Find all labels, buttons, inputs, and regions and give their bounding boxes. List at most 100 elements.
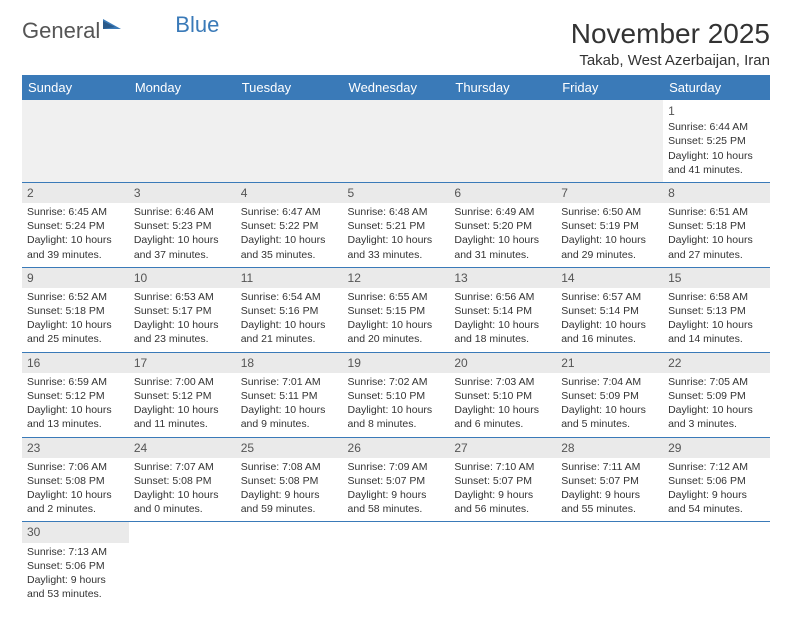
- daylight-text: Daylight: 10 hours and 33 minutes.: [348, 233, 445, 261]
- sunset-text: Sunset: 5:12 PM: [27, 389, 124, 403]
- calendar-week: 16Sunrise: 6:59 AMSunset: 5:12 PMDayligh…: [22, 352, 770, 437]
- sunrise-text: Sunrise: 7:08 AM: [241, 460, 338, 474]
- sunset-text: Sunset: 5:06 PM: [27, 559, 124, 573]
- sunset-text: Sunset: 5:08 PM: [241, 474, 338, 488]
- calendar-cell: [556, 100, 663, 182]
- location: Takab, West Azerbaijan, Iran: [571, 52, 770, 69]
- sunrise-text: Sunrise: 6:59 AM: [27, 375, 124, 389]
- sunrise-text: Sunrise: 6:55 AM: [348, 290, 445, 304]
- day-number: 5: [343, 183, 450, 203]
- day-number: 10: [129, 268, 236, 288]
- sunset-text: Sunset: 5:12 PM: [134, 389, 231, 403]
- sunrise-text: Sunrise: 7:07 AM: [134, 460, 231, 474]
- calendar-cell: 10 Sunrise: 6:53 AMSunset: 5:17 PMDayligh…: [129, 267, 236, 352]
- day-number: 2: [22, 183, 129, 203]
- calendar-cell: 29Sunrise: 7:12 AMSunset: 5:06 PMDayligh…: [663, 437, 770, 522]
- day-number: 13: [449, 268, 556, 288]
- calendar-cell: 6Sunrise: 6:49 AMSunset: 5:20 PMDaylight…: [449, 182, 556, 267]
- calendar-cell: [129, 100, 236, 182]
- calendar-cell: 8Sunrise: 6:51 AMSunset: 5:18 PMDaylight…: [663, 182, 770, 267]
- day-number: 15: [663, 268, 770, 288]
- calendar-cell: 28Sunrise: 7:11 AMSunset: 5:07 PMDayligh…: [556, 437, 663, 522]
- day-number: 26: [343, 438, 450, 458]
- day-number: 22: [663, 353, 770, 373]
- calendar-cell: 14Sunrise: 6:57 AMSunset: 5:14 PMDayligh…: [556, 267, 663, 352]
- daylight-text: Daylight: 10 hours and 16 minutes.: [561, 318, 658, 346]
- sunrise-text: Sunrise: 7:05 AM: [668, 375, 765, 389]
- calendar-cell: 19Sunrise: 7:02 AMSunset: 5:10 PMDayligh…: [343, 352, 450, 437]
- day-number: 24: [129, 438, 236, 458]
- sunset-text: Sunset: 5:10 PM: [454, 389, 551, 403]
- title-block: November 2025 Takab, West Azerbaijan, Ir…: [571, 18, 770, 69]
- calendar-cell: 4 Sunrise: 6:47 AMSunset: 5:22 PMDaylight…: [236, 182, 343, 267]
- daylight-text: Daylight: 10 hours and 18 minutes.: [454, 318, 551, 346]
- daylight-text: Daylight: 10 hours and 5 minutes.: [561, 403, 658, 431]
- calendar-cell: [129, 522, 236, 606]
- sunset-text: Sunset: 5:09 PM: [561, 389, 658, 403]
- sunrise-text: Sunrise: 6:46 AM: [134, 205, 231, 219]
- weekday-header: Thursday: [449, 75, 556, 100]
- sunset-text: Sunset: 5:21 PM: [348, 219, 445, 233]
- calendar-cell: 9Sunrise: 6:52 AMSunset: 5:18 PMDaylight…: [22, 267, 129, 352]
- sunset-text: Sunset: 5:13 PM: [668, 304, 765, 318]
- calendar-cell: 25Sunrise: 7:08 AMSunset: 5:08 PMDayligh…: [236, 437, 343, 522]
- sunrise-text: Sunrise: 7:02 AM: [348, 375, 445, 389]
- weekday-header: Friday: [556, 75, 663, 100]
- calendar-cell: 26Sunrise: 7:09 AMSunset: 5:07 PMDayligh…: [343, 437, 450, 522]
- sunset-text: Sunset: 5:09 PM: [668, 389, 765, 403]
- day-number: 27: [449, 438, 556, 458]
- daylight-text: Daylight: 10 hours and 21 minutes.: [241, 318, 338, 346]
- calendar-cell: 21Sunrise: 7:04 AMSunset: 5:09 PMDayligh…: [556, 352, 663, 437]
- day-number: 3: [129, 183, 236, 203]
- daylight-text: Daylight: 10 hours and 0 minutes.: [134, 488, 231, 516]
- day-number: 9: [22, 268, 129, 288]
- sunset-text: Sunset: 5:16 PM: [241, 304, 338, 318]
- daylight-text: Daylight: 10 hours and 27 minutes.: [668, 233, 765, 261]
- daylight-text: Daylight: 10 hours and 35 minutes.: [241, 233, 338, 261]
- calendar-cell: [22, 100, 129, 182]
- calendar-cell: 2Sunrise: 6:45 AMSunset: 5:24 PMDaylight…: [22, 182, 129, 267]
- sunrise-text: Sunrise: 6:48 AM: [348, 205, 445, 219]
- day-number: 16: [22, 353, 129, 373]
- sunrise-text: Sunrise: 7:09 AM: [348, 460, 445, 474]
- day-number: 17: [129, 353, 236, 373]
- daylight-text: Daylight: 10 hours and 2 minutes.: [27, 488, 124, 516]
- day-number: 4: [236, 183, 343, 203]
- sunset-text: Sunset: 5:14 PM: [454, 304, 551, 318]
- sunset-text: Sunset: 5:10 PM: [348, 389, 445, 403]
- sunset-text: Sunset: 5:22 PM: [241, 219, 338, 233]
- calendar-week: 2Sunrise: 6:45 AMSunset: 5:24 PMDaylight…: [22, 182, 770, 267]
- calendar-cell: 17Sunrise: 7:00 AMSunset: 5:12 PMDayligh…: [129, 352, 236, 437]
- calendar-cell: [343, 100, 450, 182]
- daylight-text: Daylight: 10 hours and 23 minutes.: [134, 318, 231, 346]
- header: General Blue November 2025 Takab, West A…: [22, 18, 770, 69]
- day-number: 8: [663, 183, 770, 203]
- sunrise-text: Sunrise: 7:04 AM: [561, 375, 658, 389]
- sunset-text: Sunset: 5:07 PM: [454, 474, 551, 488]
- weekday-header: Saturday: [663, 75, 770, 100]
- calendar-week: 1Sunrise: 6:44 AMSunset: 5:25 PMDaylight…: [22, 100, 770, 182]
- sunrise-text: Sunrise: 6:50 AM: [561, 205, 658, 219]
- calendar-cell: 1Sunrise: 6:44 AMSunset: 5:25 PMDaylight…: [663, 100, 770, 182]
- calendar-cell: [449, 522, 556, 606]
- sunset-text: Sunset: 5:17 PM: [134, 304, 231, 318]
- calendar-cell: 30Sunrise: 7:13 AMSunset: 5:06 PMDayligh…: [22, 522, 129, 606]
- calendar-cell: 13 Sunrise: 6:56 AMSunset: 5:14 PMDayligh…: [449, 267, 556, 352]
- daylight-text: Daylight: 10 hours and 31 minutes.: [454, 233, 551, 261]
- sunrise-text: Sunrise: 6:47 AM: [241, 205, 338, 219]
- sunrise-text: Sunrise: 6:56 AM: [454, 290, 551, 304]
- sunrise-text: Sunrise: 6:53 AM: [134, 290, 231, 304]
- weekday-header: Tuesday: [236, 75, 343, 100]
- day-number: 23: [22, 438, 129, 458]
- calendar-cell: 15Sunrise: 6:58 AMSunset: 5:13 PMDayligh…: [663, 267, 770, 352]
- sunset-text: Sunset: 5:18 PM: [27, 304, 124, 318]
- sunset-text: Sunset: 5:08 PM: [134, 474, 231, 488]
- daylight-text: Daylight: 10 hours and 3 minutes.: [668, 403, 765, 431]
- calendar-cell: 12Sunrise: 6:55 AMSunset: 5:15 PMDayligh…: [343, 267, 450, 352]
- calendar-cell: 22 Sunrise: 7:05 AMSunset: 5:09 PMDayligh…: [663, 352, 770, 437]
- calendar-week: 9Sunrise: 6:52 AMSunset: 5:18 PMDaylight…: [22, 267, 770, 352]
- calendar-cell: [663, 522, 770, 606]
- calendar-cell: [449, 100, 556, 182]
- daylight-text: Daylight: 10 hours and 11 minutes.: [134, 403, 231, 431]
- calendar-cell: 11Sunrise: 6:54 AMSunset: 5:16 PMDayligh…: [236, 267, 343, 352]
